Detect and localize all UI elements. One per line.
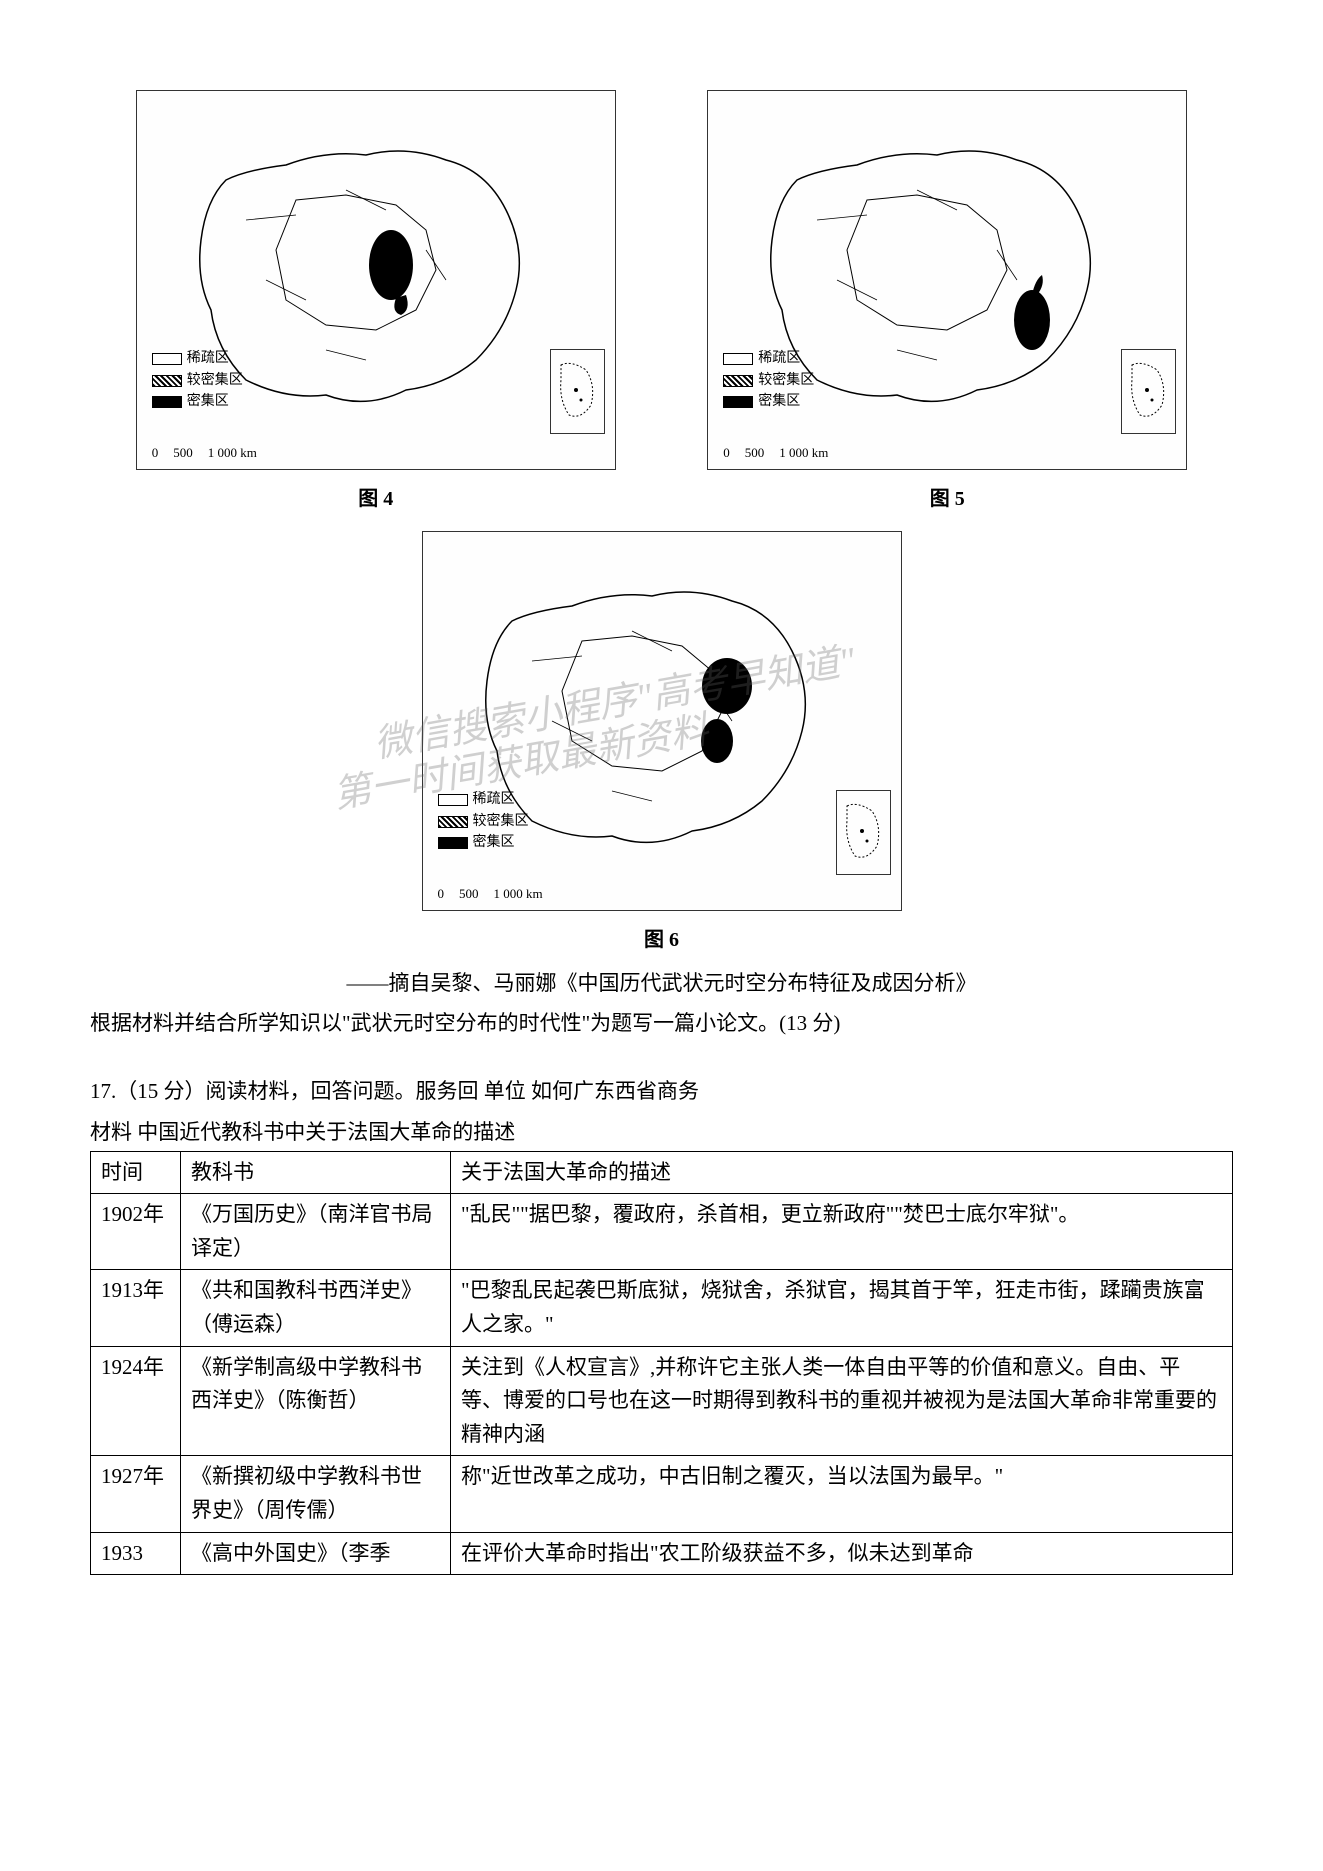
source-citation: ——摘自吴黎、马丽娜《中国历代武状元时空分布特征及成因分析》 <box>90 967 1233 997</box>
cell-desc: "乱民""据巴黎，覆政府，杀首相，更立新政府""焚巴士底尔牢狱"。 <box>451 1194 1233 1270</box>
cell-book: 《万国历史》（南洋官书局译定） <box>181 1194 451 1270</box>
legend-label: 密集区 <box>187 392 229 412</box>
cell-time: 1902年 <box>91 1194 181 1270</box>
map-6-label: 图 6 <box>644 923 679 952</box>
map-5-container: 稀疏区 较密集区 密集区 0 500 1 000 km 图 5 <box>707 90 1187 511</box>
cell-desc: "巴黎乱民起袭巴斯底狱，烧狱舍，杀狱官，揭其首于竿，狂走市街，蹂躏贵族富人之家。… <box>451 1270 1233 1346</box>
legend-label: 较密集区 <box>758 371 814 391</box>
cell-book: 《高中外国史》（李季 <box>181 1532 451 1575</box>
table-row: 1933 《高中外国史》（李季 在评价大革命时指出"农工阶级获益不多，似未达到革… <box>91 1532 1233 1575</box>
map-5-label: 图 5 <box>930 482 965 511</box>
scale-bar-4: 0 500 1 000 km <box>152 445 257 461</box>
header-desc: 关于法国大革命的描述 <box>451 1151 1233 1194</box>
legend-label: 密集区 <box>473 833 515 853</box>
scale-bar-6: 0 500 1 000 km <box>438 886 543 902</box>
cell-time: 1924年 <box>91 1346 181 1456</box>
cell-book: 《新学制高级中学教科书西洋史》（陈衡哲） <box>181 1346 451 1456</box>
legend-5: 稀疏区 较密集区 密集区 <box>723 349 814 414</box>
dense-region-6a <box>702 658 752 714</box>
textbook-table: 时间 教科书 关于法国大革命的描述 1902年 《万国历史》（南洋官书局译定） … <box>90 1151 1233 1576</box>
legend-4: 稀疏区 较密集区 密集区 <box>152 349 243 414</box>
cell-time: 1927年 <box>91 1456 181 1532</box>
cell-book: 《共和国教科书西洋史》（傅运森） <box>181 1270 451 1346</box>
table-row: 1927年 《新撰初级中学教科书世界史》（周传儒） 称"近世改革之成功，中古旧制… <box>91 1456 1233 1532</box>
material-title: 材料 中国近代教科书中关于法国大革命的描述 <box>90 1116 1233 1146</box>
cell-time: 1913年 <box>91 1270 181 1346</box>
dense-region-5 <box>1014 290 1050 350</box>
header-book: 教科书 <box>181 1151 451 1194</box>
inset-map-6 <box>836 790 891 875</box>
legend-label: 稀疏区 <box>758 349 800 369</box>
cell-desc: 在评价大革命时指出"农工阶级获益不多，似未达到革命 <box>451 1532 1233 1575</box>
cell-book: 《新撰初级中学教科书世界史》（周传儒） <box>181 1456 451 1532</box>
legend-label: 较密集区 <box>187 371 243 391</box>
dense-region-6b <box>701 719 733 763</box>
map-6-row: 微信搜索小程序"高考早知道" 第一时间获取最新资料 稀疏区 较密集区 <box>90 531 1233 952</box>
legend-6: 稀疏区 较密集区 密集区 <box>438 790 529 855</box>
map-4-container: 稀疏区 较密集区 密集区 0 500 1 000 km 图 4 <box>136 90 616 511</box>
scale-bar-5: 0 500 1 000 km <box>723 445 828 461</box>
cell-time: 1933 <box>91 1532 181 1575</box>
table-row: 1902年 《万国历史》（南洋官书局译定） "乱民""据巴黎，覆政府，杀首相，更… <box>91 1194 1233 1270</box>
map-6: 稀疏区 较密集区 密集区 0 500 1 000 km <box>422 531 902 911</box>
table-row: 1924年 《新学制高级中学教科书西洋史》（陈衡哲） 关注到《人权宣言》,并称许… <box>91 1346 1233 1456</box>
legend-label: 稀疏区 <box>187 349 229 369</box>
table-header-row: 时间 教科书 关于法国大革命的描述 <box>91 1151 1233 1194</box>
map-6-container: 稀疏区 较密集区 密集区 0 500 1 000 km 图 6 <box>422 531 902 952</box>
map-5: 稀疏区 较密集区 密集区 0 500 1 000 km <box>707 90 1187 470</box>
header-time: 时间 <box>91 1151 181 1194</box>
table-row: 1913年 《共和国教科书西洋史》（傅运森） "巴黎乱民起袭巴斯底狱，烧狱舍，杀… <box>91 1270 1233 1346</box>
legend-label: 稀疏区 <box>473 790 515 810</box>
essay-instruction: 根据材料并结合所学知识以"武状元时空分布的时代性"为题写一篇小论文。(13 分) <box>90 1005 1233 1043</box>
map-4-label: 图 4 <box>358 482 393 511</box>
legend-label: 较密集区 <box>473 812 529 832</box>
dense-region-4 <box>369 230 413 300</box>
cell-desc: 称"近世改革之成功，中古旧制之覆灭，当以法国为最早。" <box>451 1456 1233 1532</box>
question-17-header: 17.（15 分）阅读材料，回答问题。服务回 单位 如何广东西省商务 <box>90 1073 1233 1111</box>
map-4: 稀疏区 较密集区 密集区 0 500 1 000 km <box>136 90 616 470</box>
inset-map-5 <box>1121 349 1176 434</box>
cell-desc: 关注到《人权宣言》,并称许它主张人类一体自由平等的价值和意义。自由、平等、博爱的… <box>451 1346 1233 1456</box>
maps-top-row: 稀疏区 较密集区 密集区 0 500 1 000 km 图 4 <box>90 90 1233 511</box>
inset-map-4 <box>550 349 605 434</box>
legend-label: 密集区 <box>758 392 800 412</box>
